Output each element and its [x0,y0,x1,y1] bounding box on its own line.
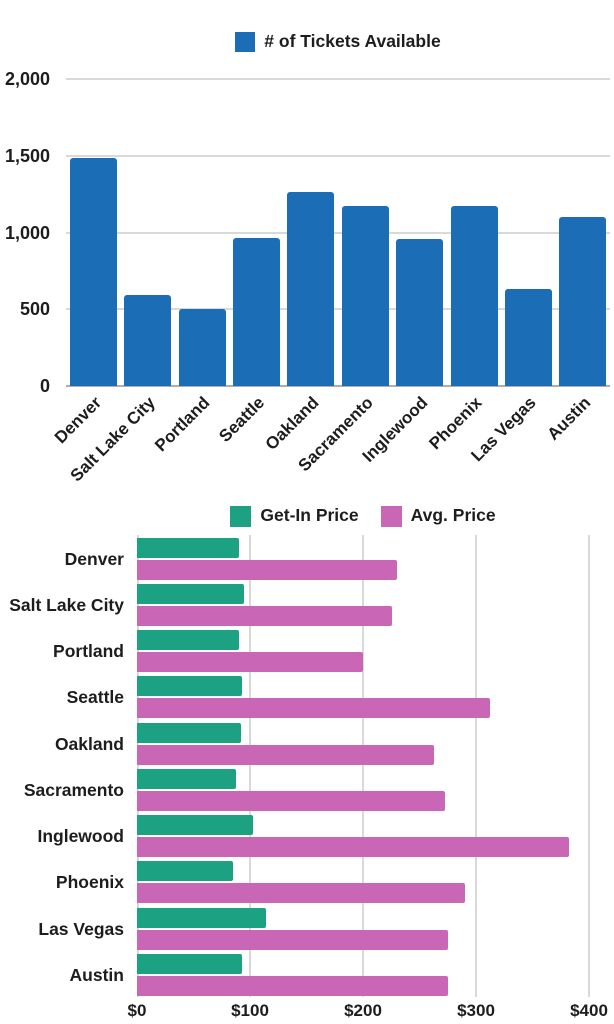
x-axis-tick-300: $300 [457,1001,495,1020]
bar-portland-tickets [178,309,226,386]
bar-las-vegas-tickets [504,289,552,386]
bar-denver-avg-price [137,559,397,580]
bar-oakland-get-in-price [137,722,241,743]
bar-sacramento-avg-price [137,790,446,811]
gridline-1000 [66,231,610,234]
category-label-las-vegas: Las Vegas [38,918,124,939]
bar-phoenix-avg-price [137,883,465,904]
y-axis-tick-0: 0 [39,376,50,396]
bar-denver-tickets [69,158,117,386]
prices-plot-area [137,535,590,997]
gridline-1500 [66,154,610,157]
bar-seattle-get-in-price [137,676,243,697]
category-label-portland: Portland [53,641,124,661]
bar-oakland-tickets [287,191,335,386]
bar-oakland-avg-price [137,744,435,765]
category-label-inglewood: Inglewood [37,826,124,846]
tickets-plot-area [66,78,610,387]
y-axis-tick-1500: 1,500 [4,145,50,166]
bar-phoenix-tickets [450,206,498,386]
x-axis-tick-200: $200 [344,1001,382,1020]
bar-salt-lake-city-tickets [124,295,172,386]
category-label-phoenix: Phoenix [55,872,124,893]
tickets-legend: # of Tickets Available [66,30,610,54]
x-axis-label-portland: Portland [151,393,214,456]
gridline-2000 [66,78,610,80]
x-axis-tick-400: $400 [570,1001,608,1020]
get-in-price-legend-label: Get-In Price [260,505,359,526]
avg-price-legend-item: Avg. Price [380,505,496,527]
get-in-price-legend-swatch-icon [230,505,252,527]
bar-portland-get-in-price [137,630,239,650]
gridline-200 [362,535,364,997]
bar-las-vegas-avg-price [137,929,448,950]
bar-inglewood-get-in-price [137,815,254,835]
bar-sacramento-tickets [341,206,389,386]
bar-las-vegas-get-in-price [137,907,266,928]
bar-austin-get-in-price [137,953,243,974]
gridline-500 [66,308,610,311]
bar-inglewood-avg-price [137,837,569,857]
gridline-100 [249,535,251,997]
tickets-x-axis-line [66,385,610,387]
gridline-400 [588,535,590,997]
tickets-legend-swatch-icon [235,32,256,52]
category-label-salt-lake-city: Salt Lake City [9,594,124,615]
category-label-oakland: Oakland [54,733,124,754]
x-axis-tick-100: $100 [231,1001,269,1020]
category-label-austin: Austin [69,964,124,985]
bar-austin-tickets [559,217,607,386]
x-axis-label-seattle: Seattle [214,393,268,446]
tickets-legend-item: # of Tickets Available [235,31,441,52]
y-axis-tick-500: 500 [19,299,50,320]
bar-salt-lake-city-get-in-price [137,583,245,604]
x-axis-label-austin: Austin [543,393,595,444]
avg-price-legend-swatch-icon [380,505,402,527]
bar-salt-lake-city-avg-price [137,605,393,626]
category-label-seattle: Seattle [66,687,124,708]
category-label-sacramento: Sacramento [23,779,124,800]
gridline-300 [475,535,477,997]
bar-inglewood-tickets [396,238,444,386]
bar-austin-avg-price [137,975,448,996]
prices-legend: Get-In Price Avg. Price [137,503,589,529]
bar-seattle-avg-price [137,698,490,719]
bar-sacramento-get-in-price [137,768,237,789]
avg-price-legend-label: Avg. Price [410,505,496,526]
x-axis-tick-0: $0 [127,1001,147,1020]
tickets-legend-label: # of Tickets Available [264,31,441,52]
get-in-price-legend-item: Get-In Price [230,505,359,527]
bar-denver-get-in-price [137,537,239,558]
category-label-denver: Denver [64,548,124,569]
bar-phoenix-get-in-price [137,861,234,882]
gridline-0 [137,535,139,997]
bar-portland-avg-price [137,652,363,672]
bar-seattle-tickets [232,237,280,386]
y-axis-tick-2000: 2,000 [4,69,50,89]
y-axis-tick-1000: 1,000 [4,222,50,243]
